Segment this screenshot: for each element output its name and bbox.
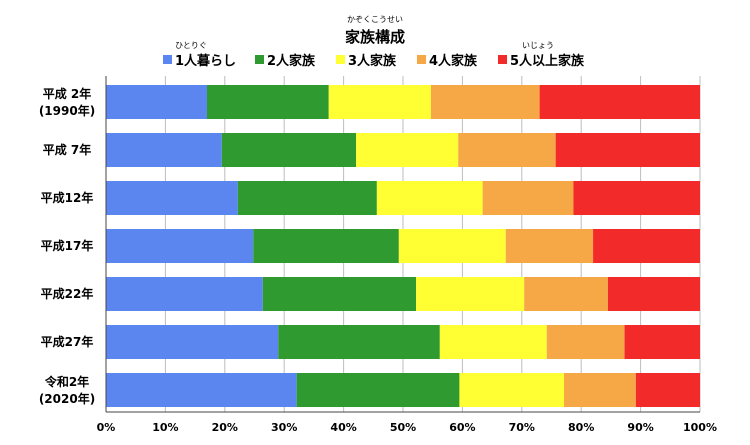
category-label: 平成27年 bbox=[41, 334, 94, 349]
legend-swatch-3 bbox=[336, 55, 345, 64]
bar-segment bbox=[253, 229, 399, 263]
bar-segment bbox=[106, 133, 222, 167]
bar-segment bbox=[539, 85, 700, 119]
bar-segment bbox=[624, 325, 700, 359]
legend-item-3: 3人家族 bbox=[336, 50, 396, 69]
bar-segment bbox=[524, 277, 608, 311]
bar-segment bbox=[237, 181, 377, 215]
axes: 0% 10% 20% 30% 40% 50% 60% 70% 80% 90% 100% 平成 2年 (1… bbox=[39, 76, 717, 434]
legend-label-4: 4人家族 bbox=[429, 54, 478, 69]
bar-segment bbox=[106, 229, 254, 263]
bar-segment bbox=[106, 85, 207, 119]
x-tick-label: 90% bbox=[627, 421, 653, 434]
legend-item-1: 1人暮らし bbox=[163, 50, 236, 69]
bar-segment bbox=[416, 277, 525, 311]
bar-segment bbox=[546, 325, 625, 359]
legend: 1人暮らし 2人家族 3人家族 4人家族 5人以上家族 bbox=[0, 50, 750, 69]
bar-segment bbox=[573, 181, 700, 215]
bars bbox=[106, 85, 700, 407]
legend-item-4: 4人家族 bbox=[417, 50, 477, 69]
x-tick-label: 80% bbox=[568, 421, 594, 434]
bar-segment bbox=[356, 133, 459, 167]
bar-segment bbox=[106, 277, 263, 311]
bar-segment bbox=[398, 229, 506, 263]
title-ruby: かぞくこうせい bbox=[347, 15, 403, 24]
legend-label-5: 5人以上家族 bbox=[510, 54, 585, 69]
bar-segment bbox=[505, 229, 594, 263]
legend-label-1: 1人暮らし bbox=[175, 54, 237, 69]
bar-segment bbox=[106, 373, 297, 407]
x-tick-label: 0% bbox=[97, 421, 116, 434]
legend-swatch-4 bbox=[417, 55, 426, 64]
category-label: 平成22年 bbox=[41, 286, 94, 301]
category-label: 平成12年 bbox=[41, 190, 94, 205]
bar-segment bbox=[106, 325, 279, 359]
bar-segment bbox=[635, 373, 700, 407]
bar-segment bbox=[430, 85, 540, 119]
bar-segment bbox=[459, 373, 564, 407]
x-tick-label: 10% bbox=[152, 421, 178, 434]
x-tick-label: 40% bbox=[330, 421, 356, 434]
x-tick-label: 50% bbox=[390, 421, 416, 434]
bar-segment bbox=[458, 133, 556, 167]
legend-swatch-1 bbox=[163, 55, 172, 64]
bar-segment bbox=[563, 373, 636, 407]
bar-segment bbox=[206, 85, 329, 119]
x-tick-label: 30% bbox=[271, 421, 297, 434]
category-label: (2020年) bbox=[39, 391, 95, 406]
x-tick-label: 100% bbox=[683, 421, 717, 434]
legend-item-5: 5人以上家族 bbox=[498, 50, 584, 69]
bar-segment bbox=[278, 325, 440, 359]
category-label: 令和2年 bbox=[44, 374, 89, 389]
chart-header: かぞくこうせい 家族構成 1人暮らし 2人家族 3人家族 4人家族 5人以上家族… bbox=[0, 0, 750, 70]
bar-segment bbox=[328, 85, 431, 119]
bar-segment bbox=[607, 277, 700, 311]
category-label: 平成 2年 bbox=[43, 86, 92, 101]
bar-segment bbox=[593, 229, 700, 263]
bar-segment bbox=[376, 181, 483, 215]
x-tick-label: 70% bbox=[509, 421, 535, 434]
legend-item-2: 2人家族 bbox=[255, 50, 315, 69]
legend-label-3: 3人家族 bbox=[348, 54, 397, 69]
category-label: 平成17年 bbox=[41, 238, 94, 253]
bar-segment bbox=[221, 133, 357, 167]
legend-swatch-5 bbox=[498, 55, 507, 64]
bar-segment bbox=[296, 373, 460, 407]
category-label: 平成 7年 bbox=[43, 142, 92, 157]
legend-label-2: 2人家族 bbox=[267, 54, 316, 69]
bar-segment bbox=[262, 277, 417, 311]
legend-ruby-5: いじょう bbox=[522, 41, 554, 50]
category-label: (1990年) bbox=[39, 103, 95, 118]
bar-segment bbox=[439, 325, 547, 359]
legend-ruby-1: ひとりぐ bbox=[175, 41, 207, 50]
bar-segment bbox=[106, 181, 238, 215]
chart-title: 家族構成 bbox=[344, 28, 406, 46]
bar-segment bbox=[555, 133, 700, 167]
x-tick-label: 60% bbox=[449, 421, 475, 434]
bar-segment bbox=[482, 181, 574, 215]
legend-swatch-2 bbox=[255, 55, 264, 64]
x-tick-label: 20% bbox=[212, 421, 238, 434]
